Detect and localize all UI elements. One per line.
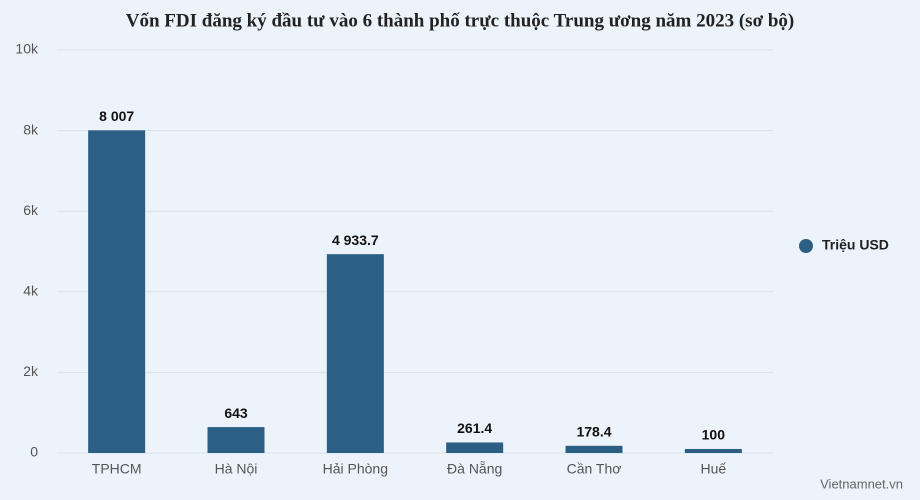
legend-marker (799, 239, 813, 253)
bar (207, 427, 265, 453)
bar (446, 442, 504, 453)
data-label: 100 (702, 427, 726, 443)
x-tick-label: Đà Nẵng (447, 461, 502, 477)
y-tick-label: 6k (23, 202, 39, 218)
y-tick-label: 2k (23, 363, 39, 379)
data-label: 8 007 (99, 108, 134, 124)
x-tick-label: TPHCM (92, 461, 142, 477)
y-tick-label: 10k (15, 41, 39, 57)
legend-label: Triệu USD (822, 237, 889, 253)
x-tick-label: Hải Phòng (323, 461, 388, 477)
chart-title: Vốn FDI đăng ký đầu tư vào 6 thành phố t… (126, 10, 794, 31)
data-label: 4 933.7 (332, 232, 379, 248)
credit: Vietnamnet.vn (820, 476, 903, 491)
bar (565, 445, 623, 453)
x-tick-label: Huế (700, 461, 726, 477)
x-tick-label: Hà Nội (215, 461, 258, 477)
data-label: 261.4 (457, 420, 492, 436)
data-label: 178.4 (576, 424, 611, 440)
x-tick-label: Cần Thơ (567, 461, 622, 477)
bar (326, 254, 384, 453)
data-label: 643 (224, 405, 248, 421)
bar (88, 130, 146, 453)
y-tick-label: 4k (23, 283, 39, 299)
y-tick-label: 8k (23, 121, 39, 137)
y-tick-label: 0 (30, 444, 38, 460)
bar (684, 448, 742, 453)
